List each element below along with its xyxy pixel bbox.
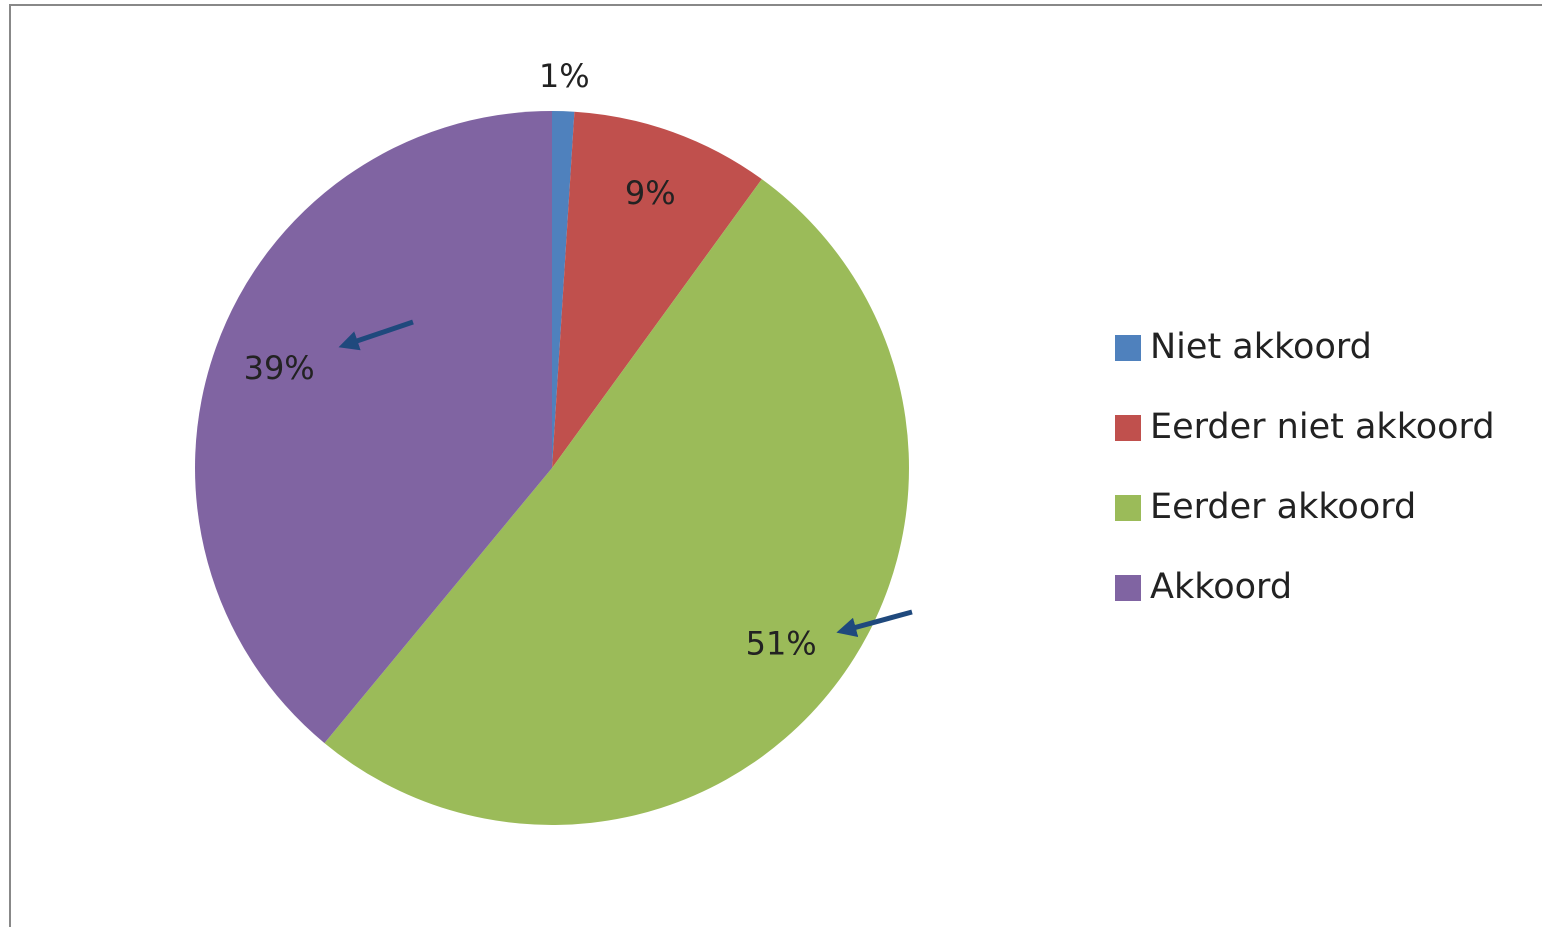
legend-swatch	[1115, 575, 1141, 601]
legend-label: Eerder akkoord	[1150, 487, 1416, 527]
data-label: 51%	[746, 625, 817, 663]
legend-label: Eerder niet akkoord	[1150, 407, 1495, 447]
legend-label: Niet akkoord	[1150, 327, 1372, 367]
legend-swatch	[1115, 335, 1141, 361]
legend-swatch	[1115, 495, 1141, 521]
pie-slice	[195, 111, 552, 744]
data-label: 39%	[244, 349, 315, 387]
data-label: 1%	[539, 57, 590, 95]
arrow	[338, 319, 414, 351]
pie-slice	[552, 111, 762, 468]
data-label: 9%	[625, 174, 676, 212]
pie-slice	[324, 179, 909, 825]
arrow	[836, 609, 913, 638]
chart-frame	[9, 4, 1542, 931]
legend-label: Akkoord	[1150, 567, 1292, 607]
legend-swatch	[1115, 415, 1141, 441]
pie	[195, 111, 909, 825]
pie-slice	[552, 111, 575, 468]
